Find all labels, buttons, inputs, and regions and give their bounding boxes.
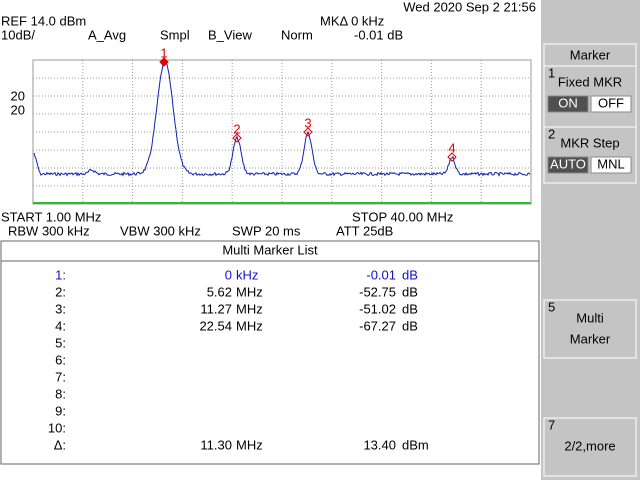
marker-frequency: 5.62 <box>207 284 232 299</box>
stop-freq: STOP 40.00 MHz <box>352 209 453 224</box>
softkey[interactable] <box>543 417 637 477</box>
marker-label: Δ: <box>54 437 66 452</box>
marker-frequency: 11.27 <box>200 301 232 316</box>
marker-label: 3: <box>55 301 66 316</box>
marker-frequency: 22.54 <box>199 318 232 333</box>
datetime: Wed 2020 Sep 2 21:56 <box>403 0 536 14</box>
marker-label: 7: <box>55 369 66 384</box>
marker-frequency: 11.30 <box>200 437 232 452</box>
marker-label: 1: <box>55 267 66 282</box>
peak-markers: 1 2 3 4 <box>159 45 457 162</box>
softkey-label: MKR Step <box>560 135 619 150</box>
marker-level-unit: dB <box>402 267 418 282</box>
marker-label: 9: <box>55 403 66 418</box>
marker-level: -0.01 dB <box>354 27 403 42</box>
marker-label: 4 <box>448 140 455 155</box>
vbw: VBW 300 kHz <box>120 223 201 238</box>
sweep: SWP 20 ms <box>232 223 301 238</box>
graticule <box>32 59 532 205</box>
option-button[interactable] <box>547 95 589 113</box>
start-freq: START 1.00 MHz <box>1 209 101 224</box>
sample: Smpl <box>160 27 190 42</box>
softkey-label: Multi <box>576 310 604 325</box>
marker-label: 2: <box>55 284 66 299</box>
marker-delta: MKΔ 0 kHz <box>320 13 384 28</box>
softkey[interactable] <box>543 126 637 184</box>
softkey-number: 5 <box>548 299 555 314</box>
option-button[interactable] <box>590 156 632 174</box>
marker-level-unit: dB <box>402 301 418 316</box>
softkey-label: Fixed MKR <box>558 74 622 89</box>
marker-frequency-unit: kHz <box>236 267 258 282</box>
marker-level: -52.75 <box>359 284 396 299</box>
marker-diamond <box>232 133 242 143</box>
marker-list-panel <box>0 240 540 465</box>
ref-level: REF 14.0 dBm <box>1 13 86 28</box>
marker-level: -67.27 <box>359 318 396 333</box>
softkey-number: 2 <box>548 126 555 141</box>
marker-label: 10: <box>48 420 66 435</box>
marker-diamond <box>303 127 313 137</box>
marker-frequency-unit: MHz <box>236 437 263 452</box>
softkey[interactable] <box>543 299 637 359</box>
marker-label: 4: <box>55 318 66 333</box>
menu-title: Marker <box>570 47 611 62</box>
option-label: OFF <box>598 95 624 110</box>
marker-level-unit: dB <box>402 284 418 299</box>
norm: Norm <box>281 27 313 42</box>
marker-list-title: Multi Marker List <box>222 242 318 257</box>
view: B_View <box>208 27 252 42</box>
marker-frequency: 0 <box>225 267 232 282</box>
option-button[interactable] <box>547 156 589 174</box>
marker-frequency-unit: MHz <box>236 284 263 299</box>
softkey-label: Marker <box>570 331 611 346</box>
option-button[interactable] <box>590 95 632 113</box>
option-label: MNL <box>597 156 624 171</box>
marker-label: 3 <box>304 115 311 130</box>
marker-level: 13.40 <box>363 437 396 452</box>
option-label: AUTO <box>550 156 586 171</box>
marker-level-unit: dB <box>402 318 418 333</box>
marker-label: 5: <box>55 335 66 350</box>
marker-label: 8: <box>55 386 66 401</box>
average: A_Avg <box>88 27 126 42</box>
scale-label: 20 <box>11 88 25 103</box>
marker-label: 1 <box>160 45 167 60</box>
trace <box>33 59 531 177</box>
marker-level: -51.02 <box>359 301 396 316</box>
rbw: RBW 300 kHz <box>8 223 90 238</box>
marker-frequency-unit: MHz <box>236 318 263 333</box>
softkey-number: 7 <box>548 417 555 432</box>
scale: 10dB/ <box>1 27 35 42</box>
marker-level-unit: dBm <box>402 437 429 452</box>
marker-label: 6: <box>55 352 66 367</box>
softkey-label: 2/2,more <box>564 438 615 453</box>
marker-diamond <box>159 57 169 67</box>
scale-label: 20 <box>11 102 25 117</box>
marker-diamond <box>447 152 457 162</box>
attenuation: ATT 25dB <box>336 223 393 238</box>
option-label: ON <box>558 95 578 110</box>
marker-level: -0.01 <box>366 267 396 282</box>
marker-rows: 1: 0 kHz -0.01 dB 2: 5.62 MHz -52.75 dB 3: 11.27 MHz… <box>48 267 429 452</box>
marker-label: 2 <box>233 121 240 136</box>
marker-frequency-unit: MHz <box>236 301 263 316</box>
softkey-number: 1 <box>548 65 555 80</box>
